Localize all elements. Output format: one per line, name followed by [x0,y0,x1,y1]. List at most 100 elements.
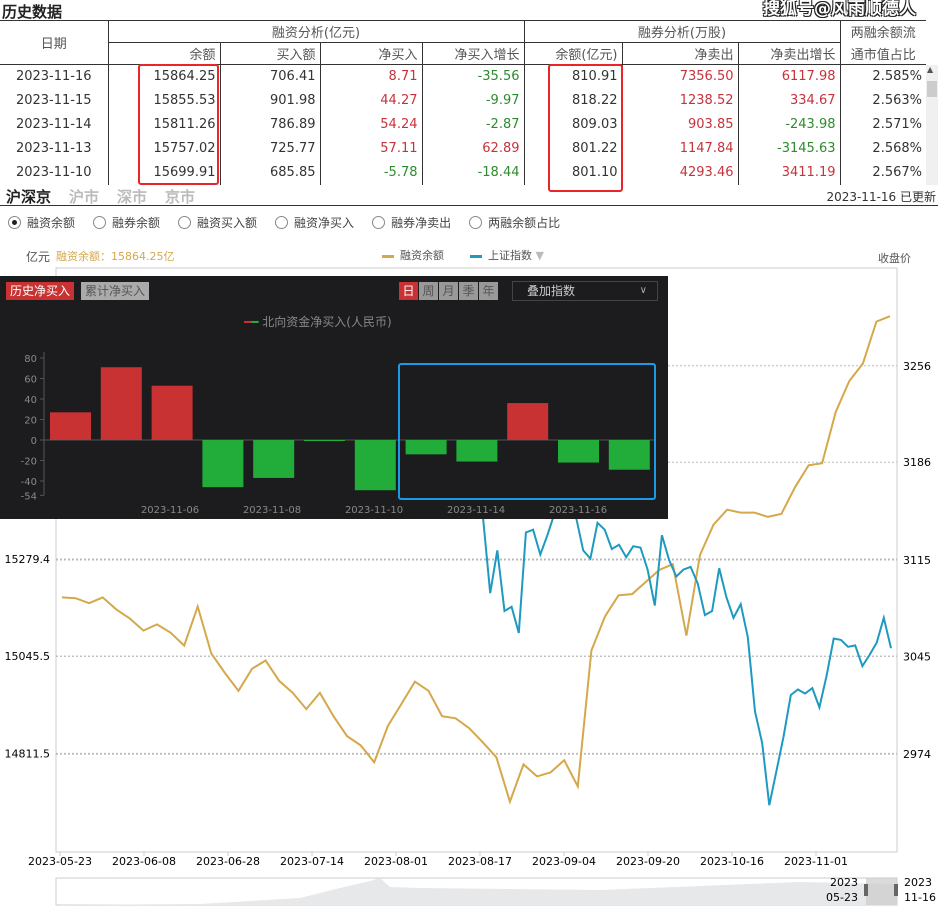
tab-all[interactable]: 沪深京 [6,188,52,206]
bar [202,440,244,488]
legend-margin[interactable]: 融资余额 [382,247,444,263]
bar [354,440,396,491]
legend-label: 北向资金净买入(人民币) [262,315,392,329]
radio-short-net-sell[interactable]: 融券净卖出 [372,214,451,231]
bar [507,403,549,440]
col-header[interactable]: 净卖出 [622,42,739,65]
nav-end-year: 2023 [904,876,932,889]
cell-net: 57.11 [320,136,423,161]
left-tick: 14811.5 [5,747,51,760]
left-tick: 15045.5 [5,650,51,663]
table-row[interactable]: 2023-11-15 15855.53 901.98 44.27 -9.97 818.22… [0,88,926,113]
left-tick: 15279.4 [5,553,51,566]
cell-bal: 15864.25 [108,64,221,89]
unit-label: 亿元 [26,250,51,264]
y-tick: 80 [24,354,37,365]
table-scrollbar[interactable]: ▲ [926,65,938,185]
table-row[interactable]: 2023-11-14 15811.26 786.89 54.24 -2.87 809.03… [0,112,926,137]
right-tick: 2974 [903,748,931,761]
x-tick: 2023-09-04 [532,855,596,868]
cell-ratio: 2.571% [872,117,922,132]
cell-sell: 1147.84 [622,136,739,161]
right-tick: 3115 [903,554,931,567]
radio-icon[interactable] [469,216,483,229]
tab-history-net-buy[interactable]: 历史净买入 [6,282,75,300]
legend-swatch-red: ━ [244,315,252,329]
navigator-handle-right[interactable] [894,884,898,896]
bar [304,440,345,441]
period-1[interactable]: 周 [419,282,438,300]
margin-balance-line [61,315,891,805]
tab-cumulative-net-buy[interactable]: 累计净买入 [81,282,150,300]
market-tabs: 沪深京 沪市 深市 京市 [6,186,213,207]
cell-sell: 903.85 [622,112,739,137]
col-header[interactable]: 买入额 [220,42,321,65]
cell-net: -5.78 [320,160,423,185]
cell-bal: 15811.26 [108,112,221,137]
cell-sbal: 801.22 [524,136,623,161]
x-label: 2023-11-06 [141,505,199,516]
y-tick: -20 [21,457,37,468]
nav-start-date: 05-23 [826,891,858,904]
bar [100,367,142,440]
table-row[interactable]: 2023-11-13 15757.02 725.77 57.11 62.89 801.22… [0,136,926,161]
scroll-up-icon[interactable]: ▲ [927,65,934,74]
radio-margin-buy[interactable]: 融资买入额 [178,214,257,231]
cell-sbal: 801.10 [524,160,623,185]
cell-net_g: -2.87 [422,112,525,137]
page-title: 历史数据 [2,3,63,21]
navigator-handle-left[interactable] [864,884,868,896]
x-tick: 2023-08-17 [448,855,512,868]
legend-index[interactable]: 上证指数 ▼ [470,247,544,263]
overlay-index-dropdown[interactable]: 叠加指数 ∨ [512,281,658,301]
tab-bj[interactable]: 京市 [165,188,196,206]
radio-short-balance[interactable]: 融券余额 [93,214,160,231]
northbound-bar-chart: 80 60 40 20 0 -20 -40 -54 2023-11-06 2023-11-08 20… [21,352,656,516]
col-header[interactable]: 净卖出增长 [738,42,841,65]
cell-buy: 725.77 [220,136,321,161]
highlight-box [398,363,656,500]
col-header[interactable]: 净买入增长 [422,42,525,65]
table-row[interactable]: 2023-11-10 15699.91 685.85 -5.78 -18.44 801.1… [0,160,926,185]
period-2[interactable]: 月 [439,282,458,300]
period-4[interactable]: 年 [479,282,498,300]
cell-date: 2023-11-15 [0,88,109,113]
col-header[interactable]: 净买入 [320,42,423,65]
radio-margin-balance[interactable]: 融资余额 [8,214,75,231]
cell-bal: 15757.02 [108,136,221,161]
bar [151,385,193,440]
x-tick: 2023-06-08 [112,855,176,868]
y-tick: 0 [31,436,37,447]
radio-icon[interactable] [8,216,21,229]
cell-sell: 4293.46 [622,160,739,185]
radio-icon[interactable] [275,216,289,229]
cell-ratio: 2.563% [872,93,922,108]
radio-ratio[interactable]: 两融余额占比 [469,214,560,231]
radio-icon[interactable] [93,216,107,229]
x-label: 2023-11-08 [243,505,301,516]
radio-icon[interactable] [372,216,386,229]
legend-swatch [470,254,482,258]
radio-label: 融资余额 [27,216,76,230]
cell-sbal: 818.22 [524,88,623,113]
bar [558,440,599,463]
period-3[interactable]: 季 [459,282,478,300]
table-row[interactable]: 2023-11-16 15864.25 706.41 8.71 -35.56 810.91… [0,64,926,89]
y-tick: 40 [24,395,37,406]
popup-legend: ━━ 北向资金净买入(人民币) [244,313,392,330]
x-tick: 2023-05-23 [28,855,92,868]
dropdown-caret-icon[interactable]: ▼ [535,249,544,262]
tab-sz[interactable]: 深市 [117,188,148,206]
period-0[interactable]: 日 [399,282,418,300]
navigator-selection[interactable] [866,878,897,905]
radio-margin-net-buy[interactable]: 融资净买入 [275,214,354,231]
right-axis-title: 收盘价 [878,252,911,265]
scroll-thumb[interactable] [927,81,937,97]
tab-sh[interactable]: 沪市 [69,188,100,206]
radio-label: 融券净卖出 [391,216,452,230]
y-tick: 20 [24,416,37,427]
cell-sbal: 809.03 [524,112,623,137]
divider [0,205,938,206]
radio-icon[interactable] [178,216,192,229]
cell-sell_g: -243.98 [738,112,841,137]
